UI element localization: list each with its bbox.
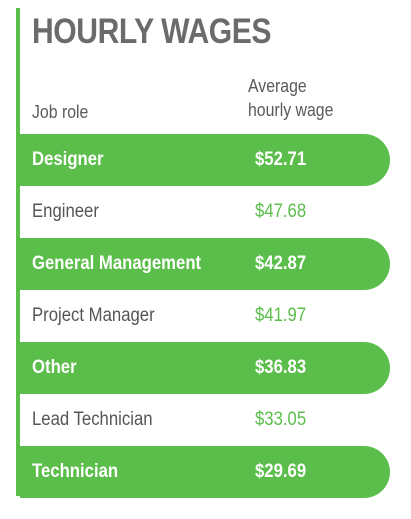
wage-value-label: $36.83 — [255, 357, 307, 378]
accent-bar — [16, 8, 20, 496]
job-role-label: Project Manager — [32, 305, 155, 326]
job-role-label: Technician — [32, 461, 119, 482]
job-role-label: Designer — [32, 149, 104, 170]
column-header-wage-line1: Average — [248, 76, 307, 96]
wage-value-label: $42.87 — [255, 253, 307, 274]
table-row: Lead Technician $33.05 — [20, 394, 390, 446]
column-header-role: Job role — [32, 100, 88, 124]
wage-value-label: $41.97 — [255, 305, 307, 326]
column-header-wage-line2: hourly wage — [248, 100, 334, 120]
table-row: Other $36.83 — [20, 342, 390, 394]
table-row: Designer $52.71 — [20, 134, 390, 186]
job-role-label: General Management — [32, 253, 202, 274]
column-header-wage: Average hourly wage — [248, 74, 333, 122]
wage-value-label: $33.05 — [255, 409, 307, 430]
wage-value-label: $47.68 — [255, 201, 307, 222]
wage-table: Designer $52.71 Engineer $47.68 General Mana… — [20, 134, 390, 498]
column-header-role-label: Job role — [32, 102, 89, 122]
table-row: Engineer $47.68 — [20, 186, 390, 238]
table-row: General Management $42.87 — [20, 238, 390, 290]
wage-value-label: $29.69 — [255, 461, 307, 482]
chart-title: HOURLY WAGES — [32, 12, 272, 51]
job-role-label: Other — [32, 357, 77, 378]
table-row: Project Manager $41.97 — [20, 290, 390, 342]
job-role-label: Engineer — [32, 201, 99, 222]
table-row: Technician $29.69 — [20, 446, 390, 498]
job-role-label: Lead Technician — [32, 409, 153, 430]
wage-value-label: $52.71 — [255, 149, 307, 170]
